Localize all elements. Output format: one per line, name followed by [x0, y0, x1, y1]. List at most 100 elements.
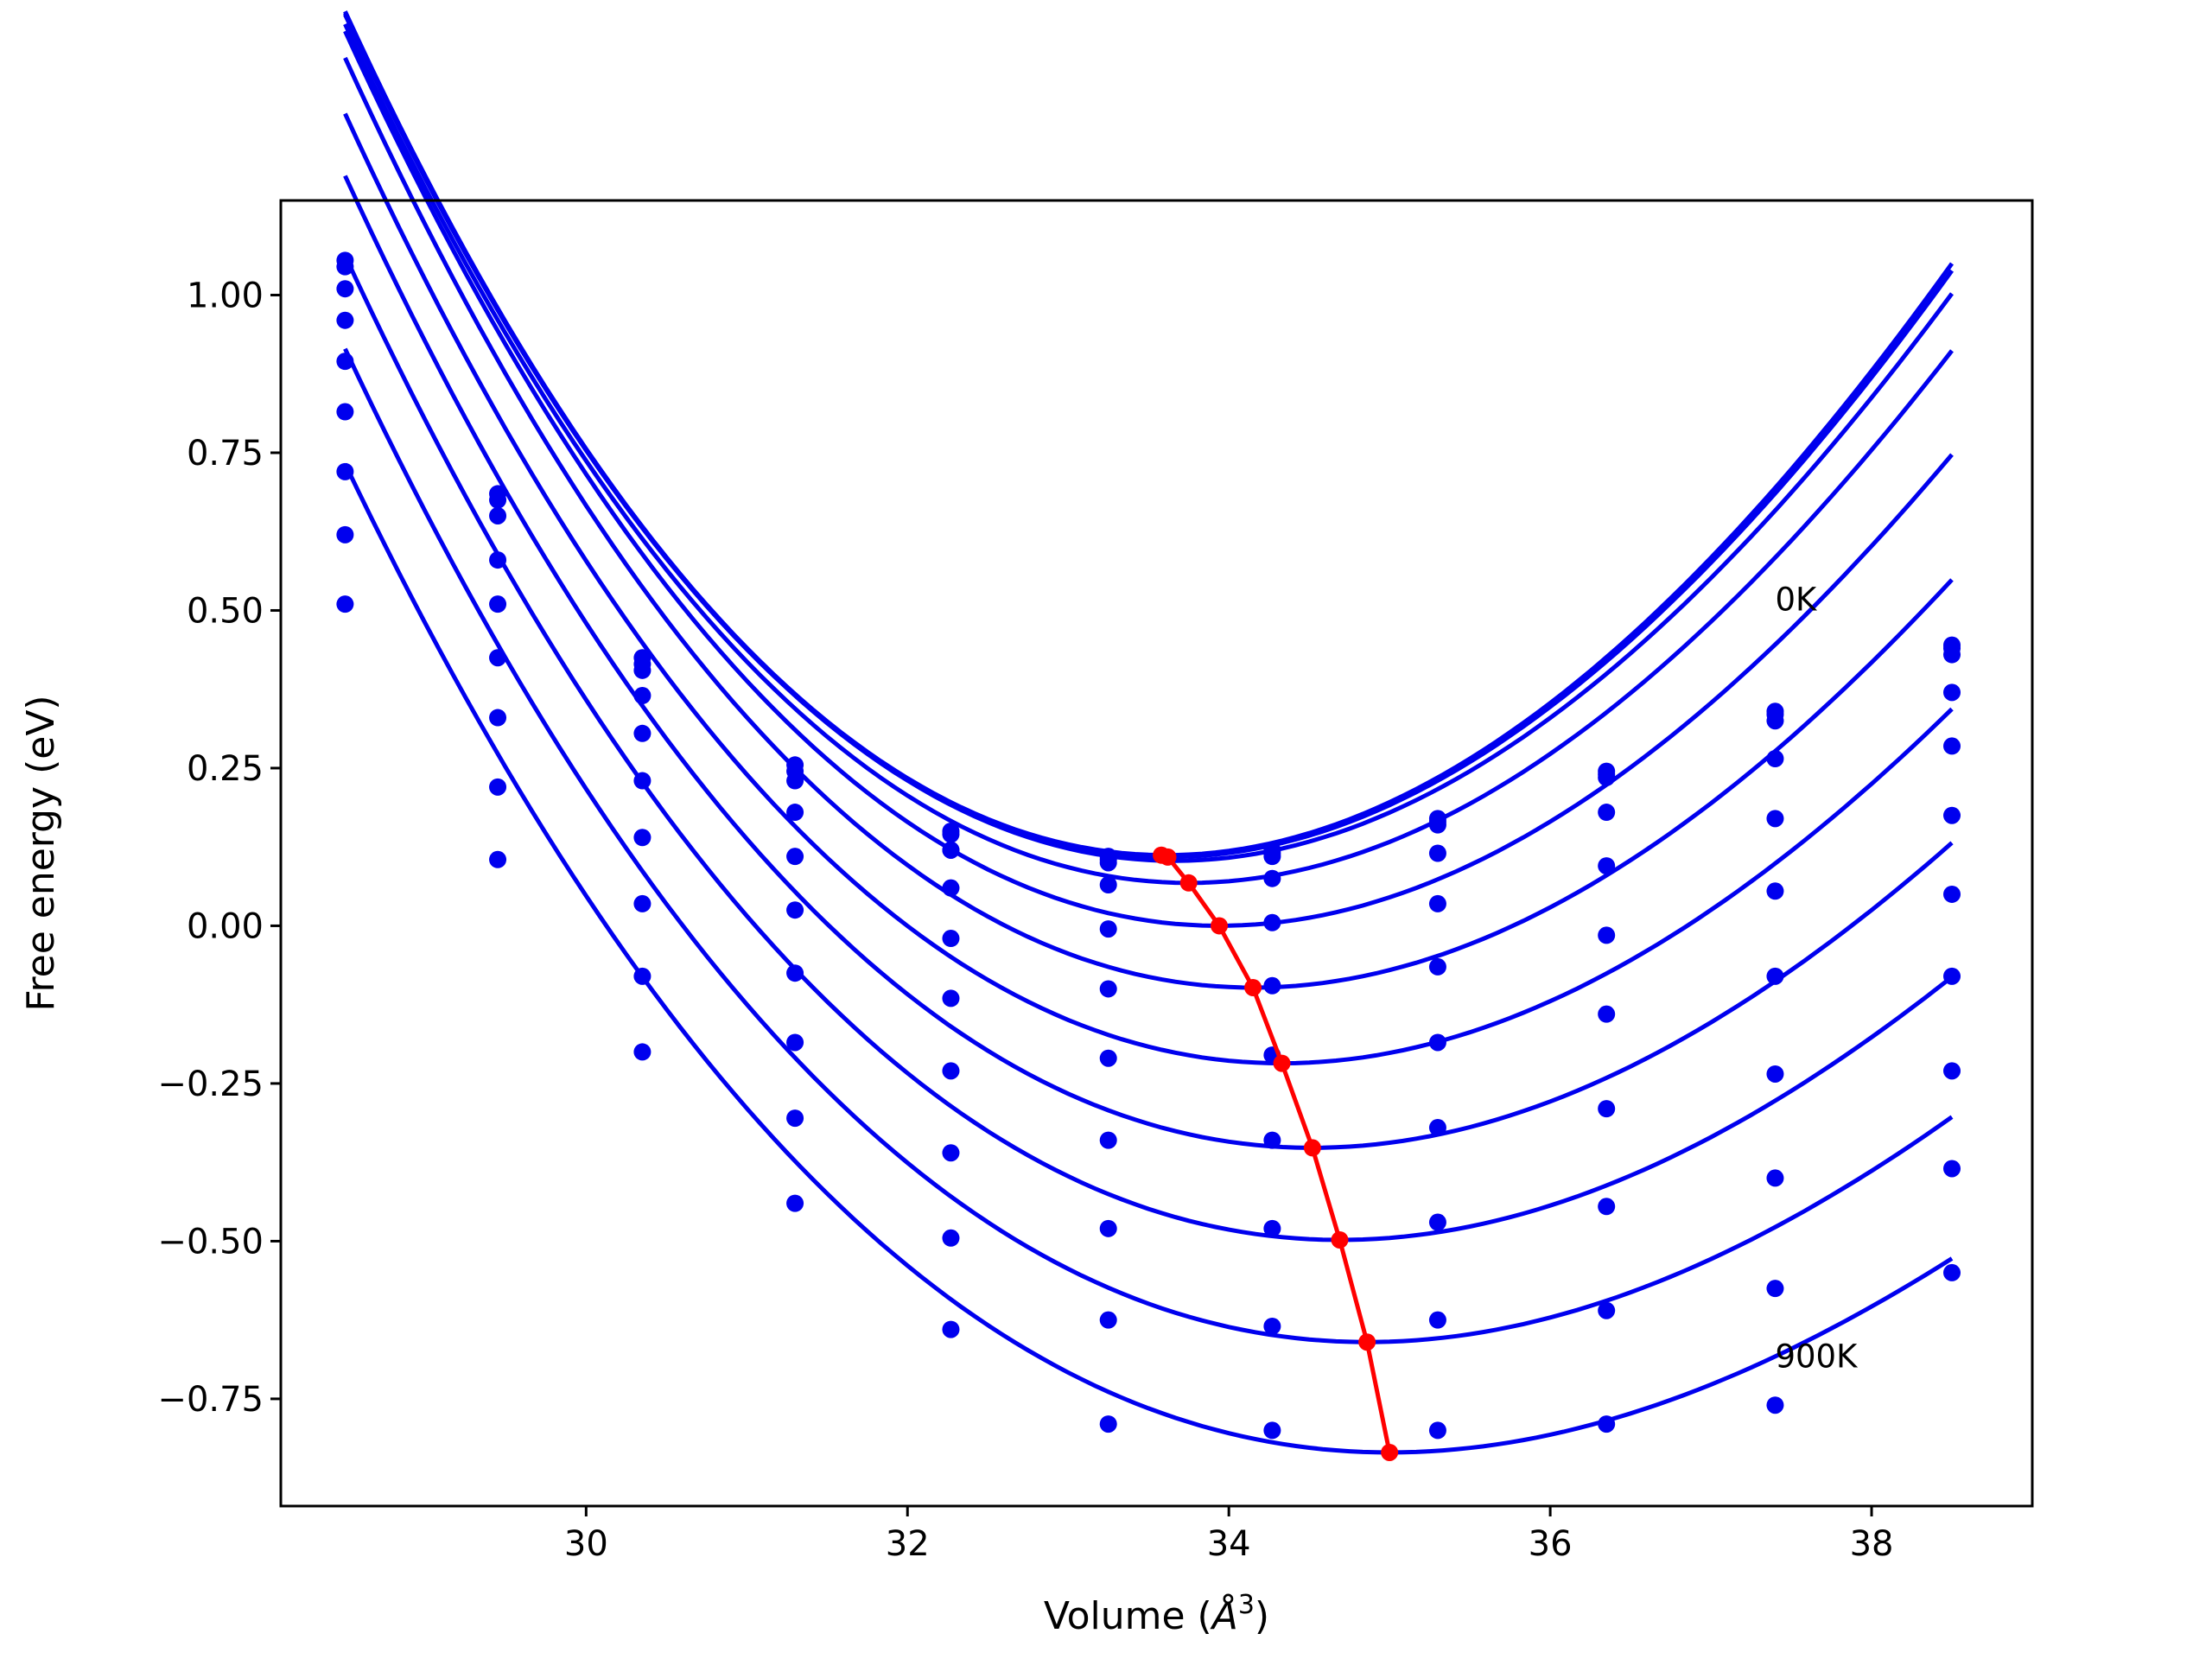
data-point-s2-5: [1099, 854, 1117, 872]
y-tick-label: −0.50: [157, 1222, 264, 1262]
fit-curve-8: [343, 254, 1954, 1243]
data-point-s5-6: [1263, 976, 1281, 995]
data-point-s7-2: [633, 894, 652, 912]
data-point-s9-9: [1766, 1280, 1784, 1298]
data-point-s4-9: [1766, 810, 1784, 828]
data-point-s7-5: [1099, 1131, 1117, 1149]
data-point-s8-7: [1428, 1213, 1446, 1231]
data-point-s6-5: [1099, 1049, 1117, 1067]
data-point-s9-7: [1428, 1311, 1446, 1329]
data-point-s2-1: [489, 506, 507, 524]
data-point-s4-4: [942, 879, 960, 897]
fit-curve-6: [343, 112, 1954, 1066]
data-point-s4-6: [1263, 913, 1281, 931]
data-point-s8-9: [1766, 1169, 1784, 1187]
data-point-s2-6: [1263, 848, 1281, 866]
y-tick-label: 0.25: [187, 749, 264, 789]
minimum-point-9: [1381, 1443, 1399, 1461]
data-point-s4-5: [1099, 920, 1117, 938]
data-point-s8-10: [1943, 1062, 1961, 1080]
y-tick-label: 0.50: [187, 591, 264, 631]
curves-layer: [343, 10, 1955, 1455]
data-point-s2-9: [1766, 712, 1784, 730]
data-point-s2-7: [1428, 816, 1446, 834]
data-point-s6-9: [1766, 967, 1784, 985]
data-point-s5-0: [336, 403, 354, 421]
data-point-s3-4: [942, 841, 960, 859]
data-point-s9-5: [1099, 1311, 1117, 1329]
y-tick-label: −0.25: [157, 1065, 264, 1104]
fit-curve-9: [343, 347, 1954, 1344]
data-point-s3-1: [489, 551, 507, 569]
data-point-s10-8: [1598, 1415, 1616, 1433]
data-point-s8-8: [1598, 1198, 1616, 1216]
minimum-path-layer: [1153, 846, 1399, 1461]
fit-curve-7: [343, 175, 1954, 1150]
points-layer: [336, 251, 1961, 1440]
data-point-s5-9: [1766, 882, 1784, 900]
data-point-s6-7: [1428, 1033, 1446, 1052]
y-tick-label: 0.00: [187, 906, 264, 946]
data-point-s10-7: [1428, 1421, 1446, 1440]
fit-curve-4: [343, 30, 1954, 928]
data-point-s8-2: [633, 967, 652, 985]
data-point-s3-6: [1263, 869, 1281, 887]
x-tick-label: 30: [564, 1524, 608, 1564]
data-point-s3-10: [1943, 683, 1961, 702]
data-point-s2-0: [336, 280, 354, 298]
data-point-s6-8: [1598, 1005, 1616, 1023]
data-point-s9-3: [786, 1194, 804, 1212]
data-point-s5-10: [1943, 806, 1961, 824]
data-point-s2-3: [786, 772, 804, 790]
x-axis-label-unit: Å: [1210, 1592, 1238, 1638]
data-point-s3-8: [1598, 804, 1616, 822]
data-point-s8-4: [942, 1144, 960, 1162]
data-point-s3-2: [633, 687, 652, 705]
data-point-s7-6: [1263, 1131, 1281, 1149]
data-point-s6-2: [633, 829, 652, 847]
minimum-point-6: [1303, 1139, 1321, 1157]
data-point-s4-1: [489, 595, 507, 613]
plot-frame: [279, 199, 2034, 1508]
data-point-s5-1: [489, 649, 507, 667]
data-point-s8-0: [336, 595, 354, 613]
data-point-s10-6: [1263, 1421, 1281, 1440]
minimum-point-8: [1358, 1333, 1376, 1351]
data-point-s5-7: [1428, 957, 1446, 976]
data-point-s8-1: [489, 850, 507, 868]
data-point-s8-5: [1099, 1219, 1117, 1237]
x-axis-label-close: ): [1255, 1594, 1269, 1638]
x-tick-label: 38: [1850, 1524, 1894, 1564]
data-point-s5-2: [633, 772, 652, 790]
minimum-point-3: [1211, 917, 1229, 935]
x-axis-label-power: 3: [1238, 1590, 1255, 1620]
data-point-s2-10: [1943, 645, 1961, 664]
data-point-s1-0: [336, 257, 354, 276]
data-point-s4-2: [633, 724, 652, 742]
data-point-s1-1: [489, 491, 507, 509]
data-point-s10-10: [1943, 1263, 1961, 1281]
data-point-s5-3: [786, 901, 804, 919]
data-point-s10-4: [942, 1320, 960, 1338]
minimum-point-5: [1273, 1054, 1291, 1072]
fit-curve-3: [343, 22, 1954, 886]
minimum-point-4: [1244, 978, 1262, 996]
data-point-s7-1: [489, 778, 507, 796]
y-tick-label: 0.75: [187, 434, 264, 474]
y-tick-label: 1.00: [187, 276, 264, 315]
data-point-s9-6: [1263, 1317, 1281, 1335]
data-point-s4-0: [336, 353, 354, 371]
data-point-s6-0: [336, 462, 354, 480]
data-point-s7-10: [1943, 967, 1961, 985]
data-point-s6-3: [786, 964, 804, 982]
minimum-point-2: [1179, 874, 1198, 892]
data-point-s3-9: [1766, 750, 1784, 768]
data-point-s9-4: [942, 1229, 960, 1247]
fit-curve-10: [343, 462, 1954, 1455]
data-point-s7-0: [336, 525, 354, 543]
data-point-s9-8: [1598, 1301, 1616, 1319]
data-point-s5-5: [1099, 980, 1117, 998]
data-point-s7-9: [1766, 1065, 1784, 1083]
